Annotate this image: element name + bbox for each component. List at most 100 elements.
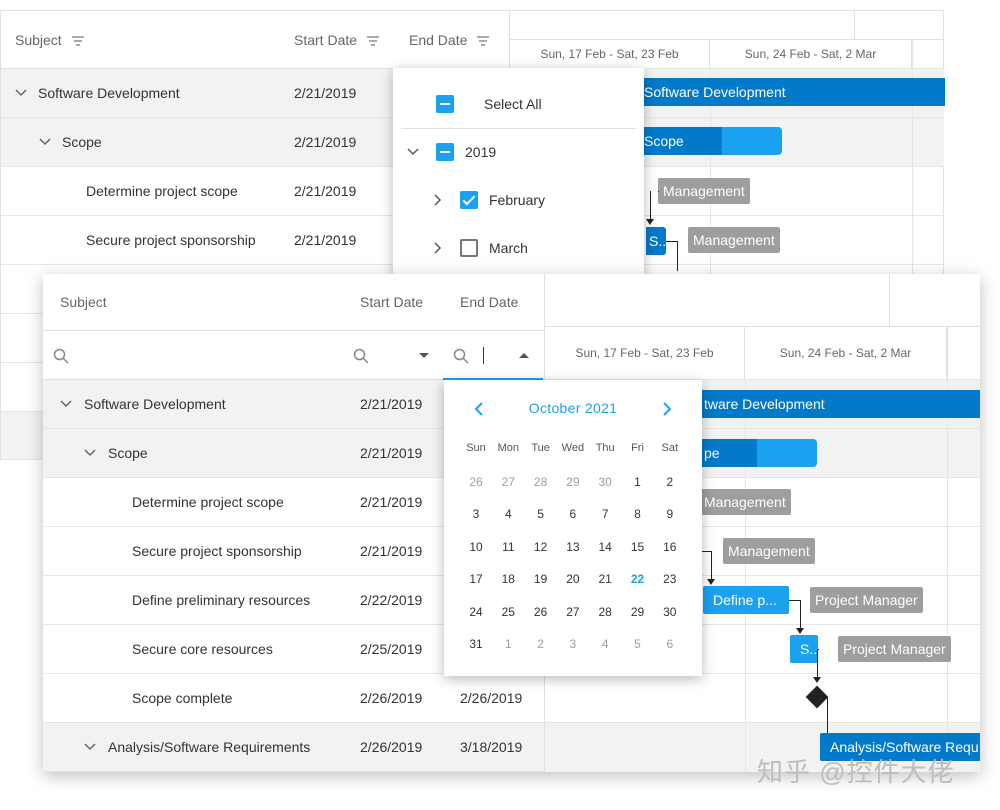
calendar-day[interactable]: 5 bbox=[537, 507, 544, 522]
calendar-day[interactable]: 21 bbox=[598, 572, 612, 587]
calendar-day[interactable]: 18 bbox=[501, 572, 515, 587]
back-column-subject[interactable]: Subject bbox=[15, 11, 84, 69]
calendar-day[interactable]: 25 bbox=[501, 604, 515, 619]
text-caret[interactable] bbox=[483, 347, 484, 364]
chevron-down-icon[interactable] bbox=[84, 741, 96, 753]
calendar-day[interactable]: 30 bbox=[663, 604, 677, 619]
chevron-down-icon[interactable] bbox=[39, 136, 51, 148]
task-bar[interactable]: Define p... bbox=[703, 586, 789, 614]
row-end-date: 2/26/2019 bbox=[460, 690, 523, 706]
chevron-down-icon[interactable] bbox=[15, 87, 27, 99]
dropdown-arrow-up-icon[interactable] bbox=[519, 353, 529, 358]
calendar-day[interactable]: 23 bbox=[663, 572, 677, 587]
calendar-day[interactable]: 29 bbox=[566, 475, 580, 489]
search-icon[interactable] bbox=[353, 348, 369, 364]
calendar-day[interactable]: 14 bbox=[598, 539, 612, 554]
calendar-day[interactable]: 3 bbox=[569, 637, 577, 651]
calendar-day[interactable]: 26 bbox=[469, 475, 483, 489]
calendar-day[interactable]: 27 bbox=[566, 604, 580, 619]
table-row[interactable]: Secure core resources 2/25/2019 bbox=[43, 625, 544, 674]
calendar-day[interactable]: 15 bbox=[630, 539, 645, 554]
chevron-right-icon[interactable] bbox=[432, 242, 444, 254]
front-column-end-date[interactable]: End Date bbox=[460, 294, 519, 310]
checkbox-indeterminate[interactable] bbox=[436, 95, 454, 113]
calendar-day[interactable]: 27 bbox=[501, 475, 515, 489]
chevron-right-icon[interactable] bbox=[432, 194, 444, 206]
filter-option-select-all[interactable]: Select All bbox=[393, 80, 644, 128]
front-grid: Subject Start Date End Date Software Dev… bbox=[43, 274, 545, 772]
task-bar[interactable]: S... bbox=[646, 227, 666, 255]
task-bar[interactable]: Scope bbox=[638, 127, 782, 155]
calendar-day[interactable]: 17 bbox=[469, 572, 483, 587]
chevron-left-icon[interactable] bbox=[474, 402, 484, 416]
dependency-arrow-icon bbox=[707, 579, 715, 585]
filter-icon[interactable] bbox=[477, 36, 490, 46]
table-row[interactable]: Secure project sponsorship 2/21/2019 bbox=[1, 216, 509, 265]
filter-option-february[interactable]: February bbox=[393, 176, 644, 224]
chevron-down-icon[interactable] bbox=[60, 398, 72, 410]
weekday-label: Sat bbox=[661, 442, 679, 454]
calendar-day[interactable]: 5 bbox=[634, 637, 641, 651]
task-bar[interactable]: Software Development bbox=[638, 78, 945, 106]
calendar-day[interactable]: 31 bbox=[469, 637, 483, 651]
calendar-day[interactable]: 6 bbox=[569, 507, 577, 522]
row-start-date: 2/21/2019 bbox=[294, 232, 357, 248]
table-row[interactable]: Secure project sponsorship 2/21/2019 bbox=[43, 527, 544, 576]
search-icon[interactable] bbox=[453, 348, 469, 364]
calendar-day[interactable]: 20 bbox=[566, 572, 580, 587]
calendar-day[interactable]: 28 bbox=[533, 475, 548, 489]
calendar-day[interactable]: 24 bbox=[469, 604, 483, 619]
calendar-day[interactable]: 28 bbox=[598, 604, 612, 619]
calendar-day[interactable]: 4 bbox=[504, 507, 512, 522]
filter-option-2019[interactable]: 2019 bbox=[393, 128, 644, 176]
chevron-down-icon[interactable] bbox=[407, 146, 419, 158]
search-icon[interactable] bbox=[53, 348, 69, 364]
calendar-day[interactable]: 1 bbox=[634, 475, 641, 489]
calendar-day[interactable]: 19 bbox=[533, 572, 548, 587]
dependency-arrow-icon bbox=[646, 219, 654, 225]
filter-icon[interactable] bbox=[366, 36, 379, 46]
task-bar[interactable]: Analysis/Software Requ bbox=[820, 733, 980, 761]
calendar-day[interactable]: 3 bbox=[472, 507, 480, 522]
filter-option-march[interactable]: March bbox=[393, 224, 644, 272]
task-bar[interactable]: S... bbox=[790, 635, 818, 663]
calendar-day[interactable]: 13 bbox=[566, 539, 580, 554]
calendar-day[interactable]: 6 bbox=[666, 637, 674, 651]
calendar-day[interactable]: 2 bbox=[537, 637, 544, 651]
calendar-day[interactable]: 1 bbox=[504, 637, 512, 651]
dropdown-arrow-icon[interactable] bbox=[419, 353, 429, 358]
table-row[interactable]: Scope complete 2/26/2019 2/26/2019 bbox=[43, 674, 544, 723]
task-bar[interactable]: pe bbox=[702, 439, 817, 467]
table-row[interactable]: Determine project scope 2/21/2019 bbox=[43, 478, 544, 527]
table-row[interactable]: Define preliminary resources 2/22/2019 bbox=[43, 576, 544, 625]
calendar-day[interactable]: 29 bbox=[630, 604, 645, 619]
calendar-day[interactable]: 10 bbox=[469, 539, 483, 554]
calendar-day[interactable]: 12 bbox=[533, 539, 548, 554]
calendar-day[interactable]: 9 bbox=[666, 507, 674, 522]
chevron-down-icon[interactable] bbox=[84, 447, 96, 459]
calendar-day[interactable]: 30 bbox=[598, 475, 612, 489]
date-filter-focus-line bbox=[443, 378, 543, 380]
table-row[interactable]: Analysis/Software Requirements 2/26/2019… bbox=[43, 723, 544, 772]
calendar-title[interactable]: October 2021 bbox=[528, 400, 618, 416]
calendar-day[interactable]: 7 bbox=[601, 507, 609, 522]
front-column-subject[interactable]: Subject bbox=[60, 294, 107, 310]
row-subject: Software Development bbox=[38, 85, 180, 101]
table-row[interactable]: Determine project scope 2/21/2019 bbox=[1, 167, 509, 216]
chevron-right-icon[interactable] bbox=[662, 402, 672, 416]
calendar-day[interactable]: 8 bbox=[634, 507, 641, 522]
calendar-day[interactable]: 4 bbox=[601, 637, 609, 651]
calendar-day[interactable]: 26 bbox=[533, 604, 548, 619]
calendar-day[interactable]: 22 bbox=[630, 572, 645, 587]
back-column-end-date[interactable]: End Date bbox=[409, 11, 490, 69]
filter-icon[interactable] bbox=[71, 36, 84, 46]
checkbox-unchecked[interactable] bbox=[460, 239, 478, 257]
checkbox-checked[interactable] bbox=[460, 191, 478, 209]
calendar-day[interactable]: 16 bbox=[663, 539, 677, 554]
calendar-day[interactable]: 2 bbox=[666, 475, 674, 489]
back-column-start-date[interactable]: Start Date bbox=[294, 11, 379, 69]
front-column-start-date[interactable]: Start Date bbox=[360, 294, 424, 310]
task-bar[interactable]: tware Development bbox=[702, 390, 980, 418]
calendar-day[interactable]: 11 bbox=[502, 539, 515, 554]
checkbox-indeterminate[interactable] bbox=[436, 143, 454, 161]
